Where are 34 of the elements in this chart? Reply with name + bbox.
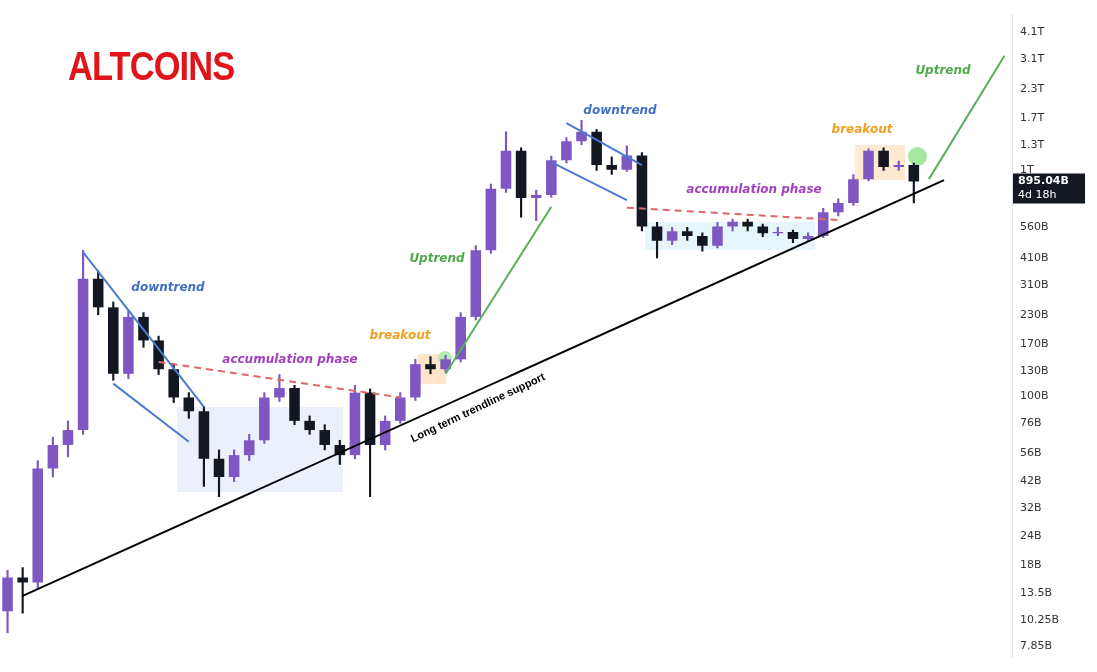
text: 895.04B	[1018, 174, 1069, 188]
y-tick-label: 56B	[1020, 446, 1042, 460]
annotation: breakout	[369, 328, 432, 343]
y-tick-label: 310B	[1020, 278, 1049, 292]
y-tick-label: 76B	[1020, 416, 1042, 430]
y-tick-label: 10.25B	[1020, 612, 1060, 626]
y-tick-label: 13.5B	[1020, 585, 1053, 599]
y-tick-label: 42B	[1020, 474, 1042, 488]
y-tick-label: 1T	[1020, 163, 1034, 177]
text: ALTCOINS	[68, 44, 235, 89]
y-tick-label: 18B	[1020, 557, 1042, 571]
y-tick-label: 230B	[1020, 307, 1049, 321]
y-tick-label: 560B	[1020, 220, 1049, 234]
y-tick-label: 24B	[1020, 529, 1042, 543]
y-tick-label: 130B	[1020, 363, 1049, 377]
y-tick-label: 170B	[1020, 337, 1049, 351]
annotation: downtrend	[131, 280, 206, 295]
y-tick-label: 410B	[1020, 250, 1049, 264]
y-tick-label: 1.7T	[1020, 111, 1045, 125]
candlestick	[425, 356, 436, 375]
y-tick-label: 100B	[1020, 389, 1049, 403]
annotation: downtrend	[583, 103, 658, 118]
y-tick-label: 4.1T	[1020, 24, 1045, 38]
y-tick-label: 1.3T	[1020, 137, 1045, 151]
annotation: Uptrend	[915, 63, 972, 78]
text: 4d 18h	[1018, 188, 1057, 202]
y-tick-label: 7.85B	[1020, 639, 1053, 653]
annotation: Uptrend	[409, 251, 466, 266]
y-tick-label: 32B	[1020, 501, 1042, 515]
y-tick-label: 3.1T	[1020, 52, 1045, 66]
annotation: breakout	[831, 122, 894, 137]
y-tick-label: 2.3T	[1020, 81, 1045, 95]
annotation: accumulation phase	[686, 182, 822, 197]
annotation: accumulation phase	[222, 352, 358, 367]
